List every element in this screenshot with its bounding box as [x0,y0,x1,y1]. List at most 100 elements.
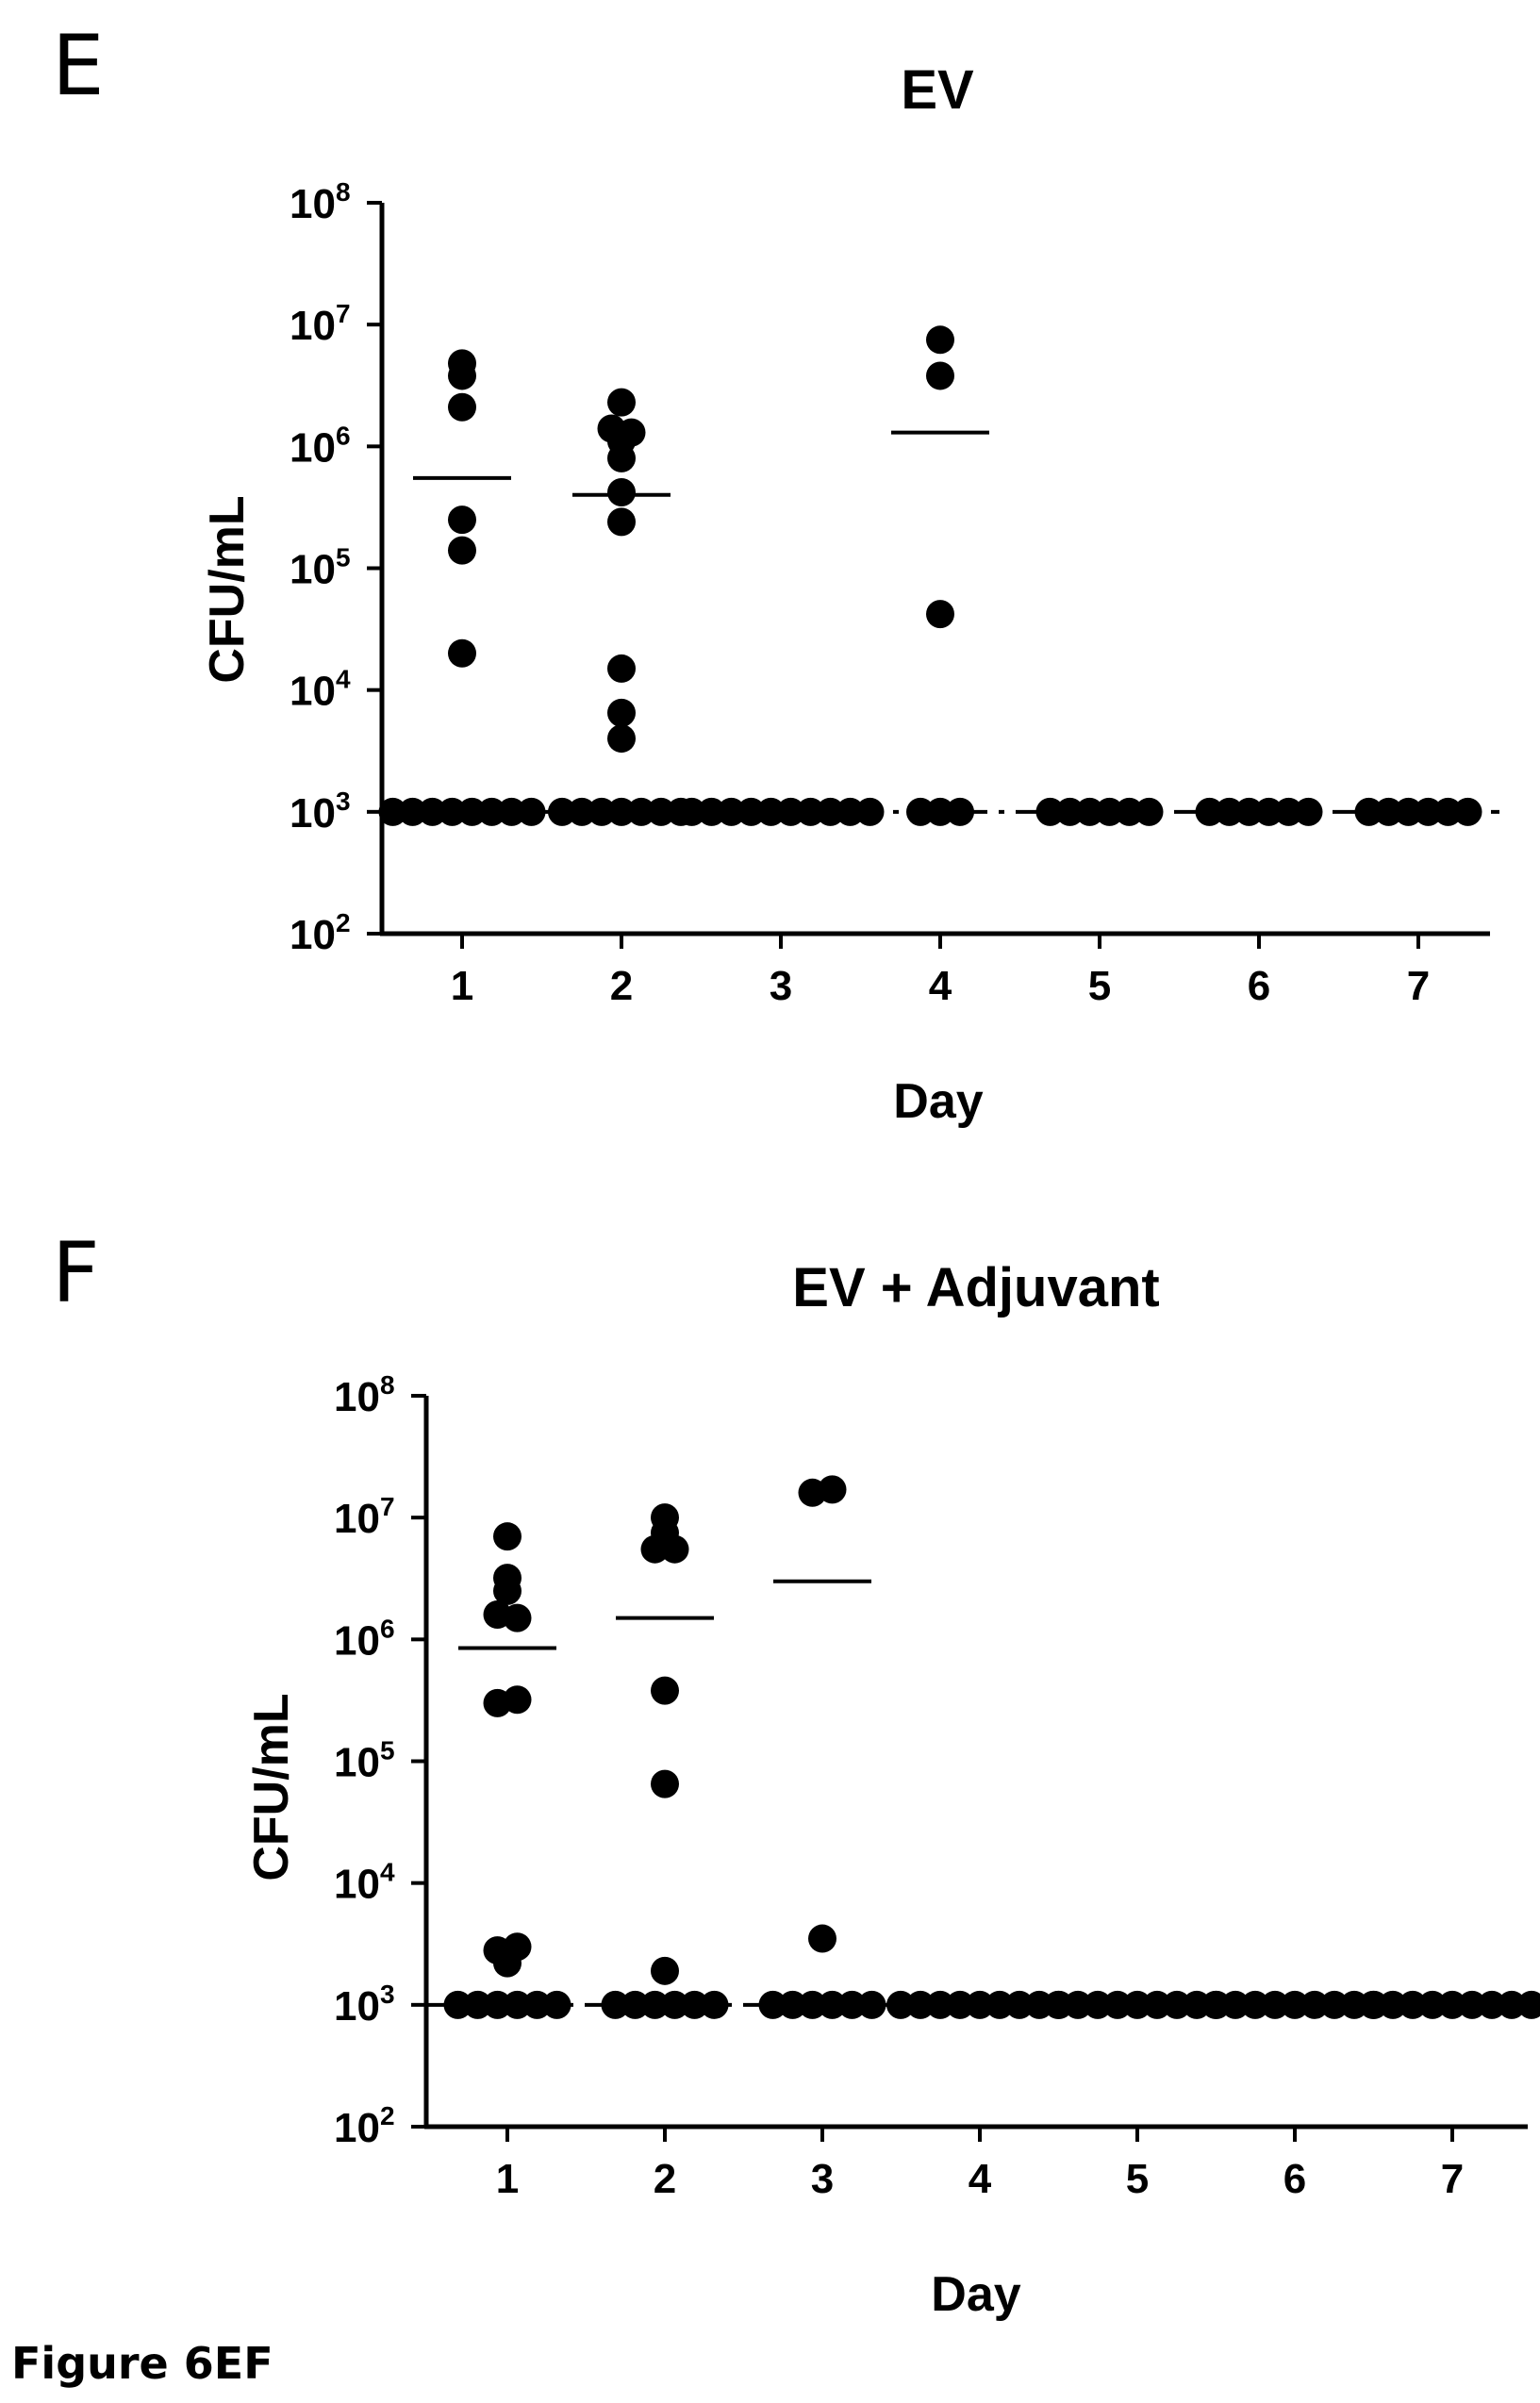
data-point [818,1475,847,1504]
data-point [808,1924,836,1953]
data-point [818,1990,847,2019]
data-point [737,797,766,826]
y-tick-label: 105 [334,1736,395,1786]
data-point [548,797,576,826]
data-point [621,1990,650,2019]
x-tick-label: 5 [1126,2156,1149,2202]
data-point [756,797,786,826]
data-point [1095,797,1124,826]
data-point [1414,797,1443,826]
x-axis-label-f: Day [931,2267,1020,2322]
data-point [448,361,476,390]
data-point [796,797,825,826]
data-point [776,797,805,826]
data-point [1478,1990,1506,2019]
data-point [1274,797,1303,826]
x-tick-label: 1 [451,963,473,1009]
data-point [946,797,974,826]
data-point [438,797,467,826]
data-point [1359,1990,1387,2019]
x-tick-label: 2 [610,963,633,1009]
data-point [906,797,935,826]
data-point [1254,797,1283,826]
data-point [398,797,427,826]
data-point [1035,797,1065,826]
y-tick-label: 107 [290,299,351,349]
data-point [651,1956,679,1985]
data-point [607,388,636,417]
data-point [926,600,954,629]
panel-e: E EV CFU/mL Day 102 103 104 105 106 107 108 1 2… [52,17,1499,1129]
data-point [503,1685,532,1715]
data-point [448,505,476,535]
data-point [926,361,954,390]
data-point [493,1948,522,1978]
data-point [855,797,885,826]
data-point [601,1990,630,2019]
data-point [1044,1990,1072,2019]
data-point [647,797,675,826]
data-point [1374,797,1403,826]
panel-letter-f: F [52,1224,100,1321]
data-point [588,797,616,826]
y-axis-label-e: CFU/mL [200,495,255,683]
data-point [607,507,636,537]
x-tick-label: 6 [1248,963,1270,1009]
data-point [443,1990,472,2019]
y-tick-label: 102 [334,2101,395,2151]
data-point [607,477,636,506]
x-tick-label: 4 [969,2156,992,2202]
data-point [1281,1990,1309,2019]
data-point [886,1990,915,2019]
panel-f: F EV + Adjuvant CFU/mL Day 1021031041051… [52,1224,1540,2322]
data-point [717,797,746,826]
data-point [497,797,526,826]
data-point [926,325,954,355]
data-point [477,797,506,826]
data-point [946,1990,974,2019]
data-point [836,797,865,826]
y-axis-label-f: CFU/mL [244,1693,299,1881]
data-point [1201,1990,1230,2019]
data-point [985,1990,1014,2019]
data-point [677,797,706,826]
x-ticks-f: 1 2 3 4 5 6 7 [496,2127,1464,2202]
data-point [1354,797,1383,826]
data-point [816,797,845,826]
data-point [568,797,596,826]
data-point [697,797,726,826]
data-point [660,1990,689,2019]
x-tick-label: 5 [1088,963,1111,1009]
data-point [503,1603,532,1632]
y-tick-label: 107 [334,1492,395,1542]
data-point [418,797,447,826]
data-point [1163,1990,1191,2019]
data-point [798,1990,827,2019]
data-point [463,1990,492,2019]
data-point [1075,797,1104,826]
data-point [1195,797,1224,826]
data-point [1055,797,1085,826]
data-point [1215,797,1244,826]
data-point [778,1990,807,2019]
data-point [493,1522,522,1551]
panel-letter-e: E [52,17,105,114]
data-point [1103,1990,1132,2019]
y-tick-label: 106 [334,1614,395,1664]
data-point [700,1990,729,2019]
y-tick-label: 103 [290,787,351,837]
data-point [966,1990,994,2019]
x-ticks-e: 1 2 3 4 5 6 7 [451,934,1430,1009]
data-point [1300,1990,1329,2019]
x-tick-label: 7 [1441,2156,1464,2202]
y-tick-label: 104 [290,665,351,715]
chart-title-f: EV + Adjuvant [792,1257,1159,1318]
data-point [1115,797,1144,826]
data-point [1438,1990,1466,2019]
data-point [837,1990,867,2019]
y-tick-label: 106 [290,421,351,471]
y-ticks-e: 102 103 104 105 106 107 108 [290,177,382,958]
data-point [1221,1990,1250,2019]
data-point [680,1990,709,2019]
data-point [483,1990,512,2019]
